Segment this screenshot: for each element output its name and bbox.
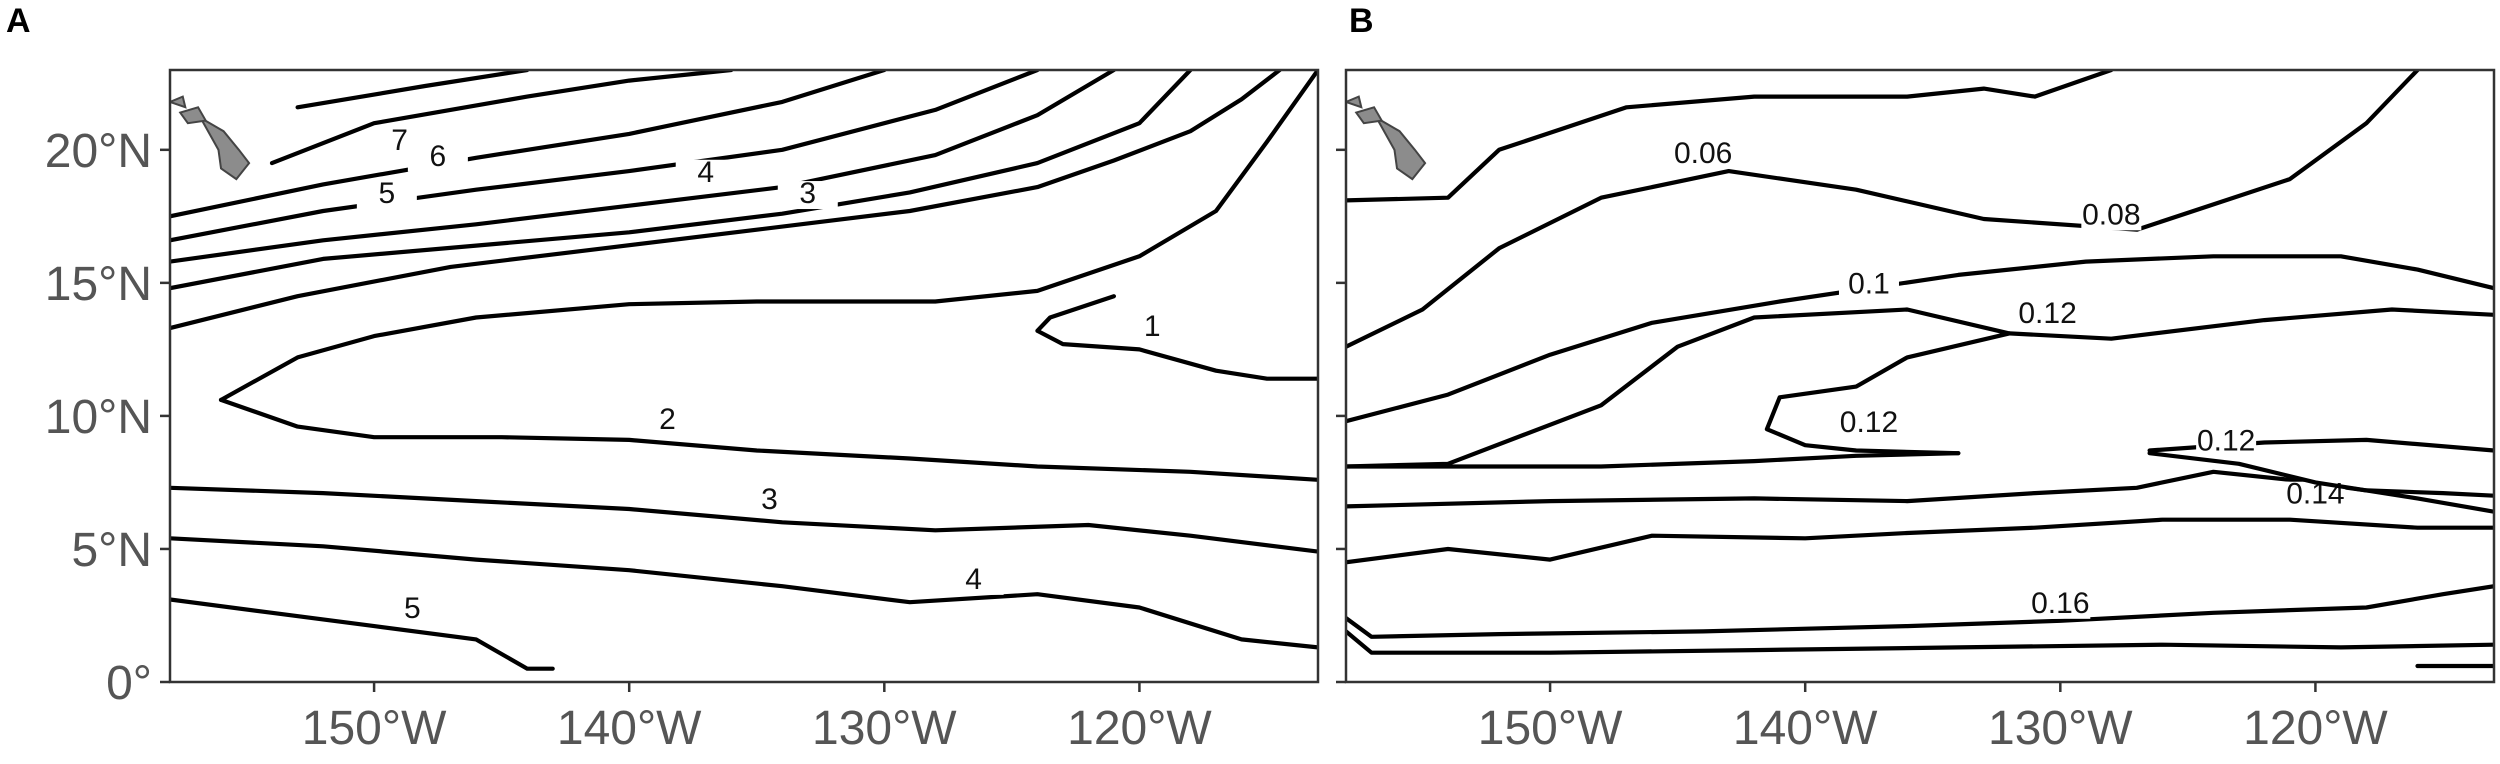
contour-label: 0.12	[2018, 297, 2076, 330]
contour-label: 0.12	[2197, 425, 2255, 458]
contour-label: 3	[761, 483, 778, 516]
contour-label-bg	[675, 159, 736, 188]
contour-label: 4	[697, 156, 714, 189]
x-tick-label: 120°W	[2243, 702, 2388, 755]
panel-letter-b: B	[1349, 2, 1374, 40]
contour-line	[1346, 584, 2494, 639]
contour-label: 1	[1144, 310, 1161, 343]
land-island-2	[170, 95, 187, 109]
contour-line	[295, 70, 530, 110]
contour-line	[269, 70, 734, 166]
contour-line	[170, 70, 1116, 264]
contour-line	[218, 397, 1318, 482]
y-tick-label: 0°	[106, 657, 152, 710]
contour-line	[170, 536, 1318, 650]
contour-label: 0.1	[1848, 268, 1890, 301]
contour-label: 0.16	[2031, 587, 2089, 620]
contour-label-bg	[2196, 428, 2257, 457]
contour-line	[1035, 294, 1318, 381]
contour-line	[1346, 70, 2420, 349]
land-island-0	[1373, 115, 1427, 181]
contour-label: 5	[379, 177, 396, 210]
contour-label-bg	[407, 143, 468, 172]
contour-line	[2147, 451, 2494, 514]
contour-line	[170, 597, 555, 671]
land-island-1	[178, 106, 208, 125]
contour-label-bg	[777, 181, 838, 210]
plot-frame	[1344, 68, 2496, 684]
land-island-1	[1354, 106, 1384, 125]
contour-label-bg	[1673, 141, 1734, 170]
contour-line	[1346, 451, 1961, 469]
panel-letter-a: A	[6, 2, 31, 40]
contour-line	[1346, 469, 2494, 509]
contour-label: 6	[430, 140, 447, 173]
contour-label-bg	[637, 407, 698, 436]
plot-area: 7 6 5 4 3 2 1 3 4 5	[170, 70, 1318, 671]
contour-label-bg	[356, 181, 417, 210]
land-island-2	[1346, 95, 1363, 109]
contour-label-bg	[943, 566, 1004, 595]
y-tick-label: 10°N	[45, 391, 152, 444]
y-tick-label: 20°N	[45, 125, 152, 178]
contour-label: 0.06	[1674, 137, 1732, 170]
x-tick-label: 130°W	[1988, 702, 2133, 755]
contour-label-bg	[1838, 271, 1899, 300]
x-tick-label: 140°W	[557, 702, 702, 755]
y-tick-label: 15°N	[45, 258, 152, 311]
contour-label-bg	[739, 487, 800, 516]
contour-line	[1346, 307, 2494, 469]
contour-line	[1346, 517, 2494, 565]
contour-line	[170, 70, 887, 219]
panel-a: 7 6 5 4 3 2 1 3 4 5 150°W 140°W 130°W 120°W 0° 5°N 10°N 1…	[45, 68, 1320, 755]
contour-label: 5	[404, 592, 421, 625]
contour-label-bg	[382, 596, 443, 625]
contour-label-bg	[1122, 314, 1183, 343]
contour-line	[170, 485, 1318, 554]
contour-label-bg	[2081, 202, 2142, 231]
y-tick-label: 5°N	[71, 524, 152, 577]
contour-line	[170, 70, 1282, 331]
plot-frame	[168, 68, 1320, 684]
x-tick-label: 120°W	[1067, 702, 1212, 755]
contour-line	[170, 70, 1193, 291]
x-tick-label: 140°W	[1733, 702, 1878, 755]
x-tick-label: 150°W	[302, 702, 447, 755]
contour-label: 0.12	[1840, 406, 1898, 439]
contour-line	[218, 70, 1318, 402]
contour-line	[1346, 629, 2494, 655]
contour-label: 7	[391, 124, 408, 157]
contour-label: 4	[965, 563, 982, 596]
contour-label-bg	[2030, 590, 2091, 619]
contour-label: 0.08	[2082, 198, 2140, 231]
contour-line	[1764, 331, 2012, 456]
contour-line	[1346, 70, 2114, 203]
contour-line	[1346, 254, 2494, 424]
contour-label-bg	[1838, 409, 1899, 438]
land-island-0	[197, 115, 251, 181]
contour-label: 3	[799, 177, 816, 210]
contour-label: 2	[659, 403, 676, 436]
x-tick-label: 130°W	[812, 702, 957, 755]
contour-line	[170, 70, 1040, 243]
x-tick-label: 150°W	[1478, 702, 1623, 755]
plot-area: 0.060.080.10.120.120.120.140.16	[1346, 70, 2494, 669]
contour-label-bg	[2017, 300, 2078, 329]
